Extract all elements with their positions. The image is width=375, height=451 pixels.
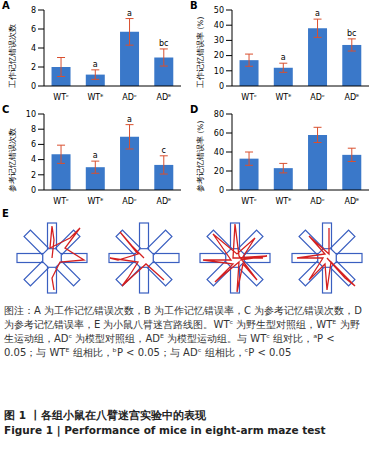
svg-text:WTᶜ: WTᶜ xyxy=(241,197,257,206)
svg-text:4: 4 xyxy=(31,44,36,53)
html-text:B: B xyxy=(190,0,198,11)
svg-text:6: 6 xyxy=(31,140,36,149)
svg-text:0: 0 xyxy=(219,186,224,195)
svg-text:ADᴱ: ADᴱ xyxy=(156,93,171,102)
svg-text:WTᴱ: WTᴱ xyxy=(87,197,103,206)
svg-text:ADᴱ: ADᴱ xyxy=(156,197,171,206)
svg-text:a: a xyxy=(281,53,286,62)
svg-text:8: 8 xyxy=(31,125,36,134)
svg-text:a: a xyxy=(127,9,132,18)
svg-text:60: 60 xyxy=(214,129,224,138)
svg-text:c: c xyxy=(162,146,166,155)
svg-text:20: 20 xyxy=(214,167,224,176)
svg-text:8: 8 xyxy=(31,6,36,15)
svg-text:50: 50 xyxy=(214,6,224,15)
html-text:A: A xyxy=(2,0,10,11)
svg-text:ADᴱ: ADᴱ xyxy=(344,197,359,206)
svg-text:4: 4 xyxy=(31,155,36,164)
svg-text:a: a xyxy=(127,115,132,124)
svg-text:a: a xyxy=(315,9,320,18)
svg-text:10: 10 xyxy=(26,110,36,119)
svg-text:ADᶜ: ADᶜ xyxy=(310,197,325,206)
html-text:C: C xyxy=(2,104,10,115)
svg-text:20: 20 xyxy=(214,51,224,60)
svg-text:WTᴱ: WTᴱ xyxy=(87,93,103,102)
svg-text:ADᶜ: ADᶜ xyxy=(122,93,137,102)
html-text:图注：A 为工作记忆错误次数，B 为工作记忆错误率，C 为参: 图注：A 为工作记忆错误次数，B 为工作记忆错误率，C 为参考记忆错误次数，D … xyxy=(4,305,362,358)
svg-text:WTᶜ: WTᶜ xyxy=(53,93,69,102)
svg-text:80: 80 xyxy=(214,110,224,119)
svg-text:2: 2 xyxy=(31,63,36,72)
svg-text:ADᶜ: ADᶜ xyxy=(310,93,325,102)
svg-text:工作记忆错误次数: 工作记忆错误次数 xyxy=(8,24,17,88)
svg-text:参考记忆错误次数: 参考记忆错误次数 xyxy=(8,128,17,192)
svg-text:40: 40 xyxy=(214,21,224,30)
svg-text:WTᶜ: WTᶜ xyxy=(241,93,257,102)
html-text:图 1 丨各组小鼠在八臂迷宫实验中的表现: 图 1 丨各组小鼠在八臂迷宫实验中的表现 xyxy=(4,409,206,421)
html-text:Figure 1 | Performance of mice: Figure 1 | Performance of mice in eight-… xyxy=(4,424,326,436)
svg-text:ADᶜ: ADᶜ xyxy=(122,197,137,206)
svg-text:WTᶜ: WTᶜ xyxy=(53,197,69,206)
svg-text:0: 0 xyxy=(31,82,36,91)
svg-text:WTᴱ: WTᴱ xyxy=(275,93,291,102)
svg-text:bc: bc xyxy=(347,29,356,38)
svg-text:10: 10 xyxy=(214,67,224,76)
svg-text:a: a xyxy=(93,60,98,69)
svg-text:bc: bc xyxy=(159,39,168,48)
svg-text:30: 30 xyxy=(214,36,224,45)
svg-text:6: 6 xyxy=(31,25,36,34)
html-text:E: E xyxy=(2,208,9,219)
svg-text:参考记忆错误率 (%): 参考记忆错误率 (%) xyxy=(196,121,205,192)
svg-text:40: 40 xyxy=(214,148,224,157)
html-text:D: D xyxy=(190,104,199,115)
svg-text:0: 0 xyxy=(31,186,36,195)
svg-text:WTᴱ: WTᴱ xyxy=(275,197,291,206)
svg-text:2: 2 xyxy=(31,171,36,180)
svg-text:0: 0 xyxy=(219,82,224,91)
svg-text:工作记忆错误率 (%): 工作记忆错误率 (%) xyxy=(196,17,205,88)
svg-text:ADᴱ: ADᴱ xyxy=(344,93,359,102)
svg-text:a: a xyxy=(93,151,98,160)
